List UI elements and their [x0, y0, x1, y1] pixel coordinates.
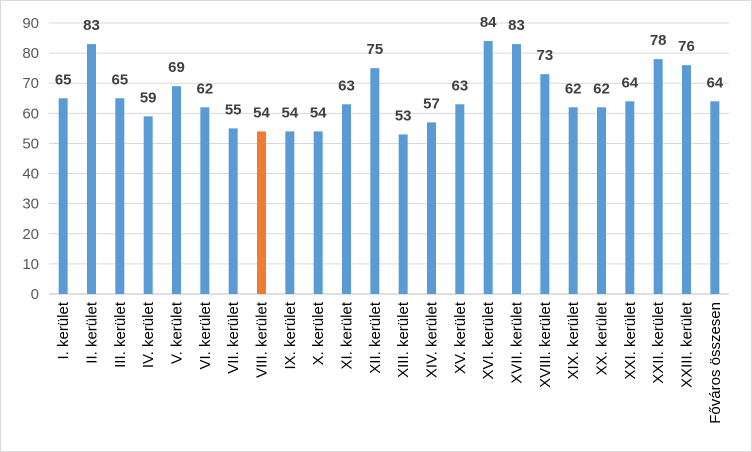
category-label: XIX. kerület — [565, 301, 582, 379]
category-label: VII. kerület — [225, 301, 242, 374]
category-label: XIV. kerület — [424, 301, 441, 378]
y-tick-label: 70 — [22, 75, 39, 92]
data-labels: 65 83 65 59 69 62 55 54 54 54 63 75 53 57 63 84 83 73 62 62… — [55, 14, 724, 124]
bar — [540, 74, 550, 294]
category-label: XX. kerület — [594, 301, 611, 375]
bar — [200, 107, 210, 294]
bar — [568, 107, 578, 294]
bar — [172, 86, 181, 294]
x-axis-categories: I. kerület II. kerület III. kerület IV. ker… — [55, 301, 724, 424]
bar — [342, 104, 351, 294]
data-label: 83 — [508, 17, 525, 34]
bar — [512, 44, 521, 295]
bar — [398, 134, 408, 294]
data-label: 63 — [451, 77, 468, 94]
data-label: 54 — [310, 104, 327, 121]
y-tick-label: 60 — [22, 105, 39, 122]
y-tick-label: 10 — [22, 256, 39, 273]
gridlines — [49, 22, 729, 295]
category-label: XIII. kerület — [395, 301, 412, 378]
category-label: XXII. kerület — [650, 301, 667, 384]
data-label: 62 — [593, 80, 610, 97]
data-label: 59 — [140, 89, 157, 106]
category-label: II. kerület — [84, 301, 101, 364]
bar — [313, 131, 323, 294]
bar — [597, 107, 606, 294]
bar — [483, 41, 493, 294]
category-label: IV. kerület — [140, 301, 157, 368]
data-label: 64 — [621, 74, 638, 91]
bar — [653, 59, 663, 295]
data-label: 54 — [281, 104, 298, 121]
data-label: 78 — [650, 32, 667, 49]
data-label: 63 — [338, 77, 355, 94]
category-label: XXI. kerület — [622, 301, 639, 379]
data-label: 75 — [366, 41, 383, 58]
category-label: XV. kerület — [452, 301, 469, 374]
bar — [427, 122, 436, 294]
data-label: 69 — [168, 59, 185, 76]
data-label: 62 — [196, 80, 213, 97]
bar — [285, 131, 295, 294]
y-tick-label: 0 — [31, 286, 39, 303]
data-label: 83 — [83, 17, 100, 34]
data-label: 65 — [111, 71, 128, 88]
data-label: 62 — [565, 80, 582, 97]
y-tick-label: 80 — [22, 45, 39, 62]
category-label: XVI. kerület — [480, 301, 497, 379]
y-tick-label: 50 — [22, 135, 39, 152]
category-label: IX. kerület — [282, 301, 299, 369]
category-label: X. kerület — [310, 301, 327, 365]
bar — [58, 98, 68, 295]
bar — [625, 101, 635, 295]
bars — [58, 41, 720, 295]
bar — [228, 128, 238, 294]
category-label: Főváros összesen — [707, 302, 724, 424]
category-label: XVIII. kerület — [537, 301, 554, 388]
bar — [257, 131, 266, 294]
y-tick-label: 30 — [22, 196, 39, 213]
data-label: 84 — [480, 14, 497, 31]
data-label: 65 — [55, 71, 72, 88]
data-label: 54 — [253, 104, 270, 121]
bar — [115, 98, 125, 295]
y-tick-label: 40 — [22, 166, 39, 183]
category-label: XI. kerület — [339, 301, 356, 369]
category-label: XVII. kerület — [509, 301, 526, 384]
category-label: VI. kerület — [197, 301, 214, 369]
data-label: 64 — [706, 74, 723, 91]
category-label: III. kerület — [112, 301, 129, 368]
category-label: VIII. kerület — [254, 301, 271, 378]
data-label: 57 — [423, 95, 440, 112]
data-label: 55 — [225, 101, 242, 118]
y-axis-ticks: 0 10 20 30 40 50 60 70 80 90 — [22, 15, 39, 303]
y-tick-label: 20 — [22, 226, 39, 243]
bar — [370, 68, 380, 295]
bar — [455, 104, 465, 294]
data-label: 53 — [395, 107, 412, 124]
bar — [710, 101, 720, 295]
category-label: XII. kerület — [367, 301, 384, 374]
data-label: 73 — [536, 47, 553, 64]
category-label: XXIII. kerület — [679, 301, 696, 388]
bar — [682, 65, 691, 295]
data-label: 76 — [678, 38, 695, 55]
bar — [143, 116, 153, 294]
bar — [87, 44, 96, 295]
category-label: I. kerület — [55, 301, 72, 359]
category-label: V. kerület — [169, 301, 186, 364]
y-tick-label: 90 — [22, 15, 39, 32]
